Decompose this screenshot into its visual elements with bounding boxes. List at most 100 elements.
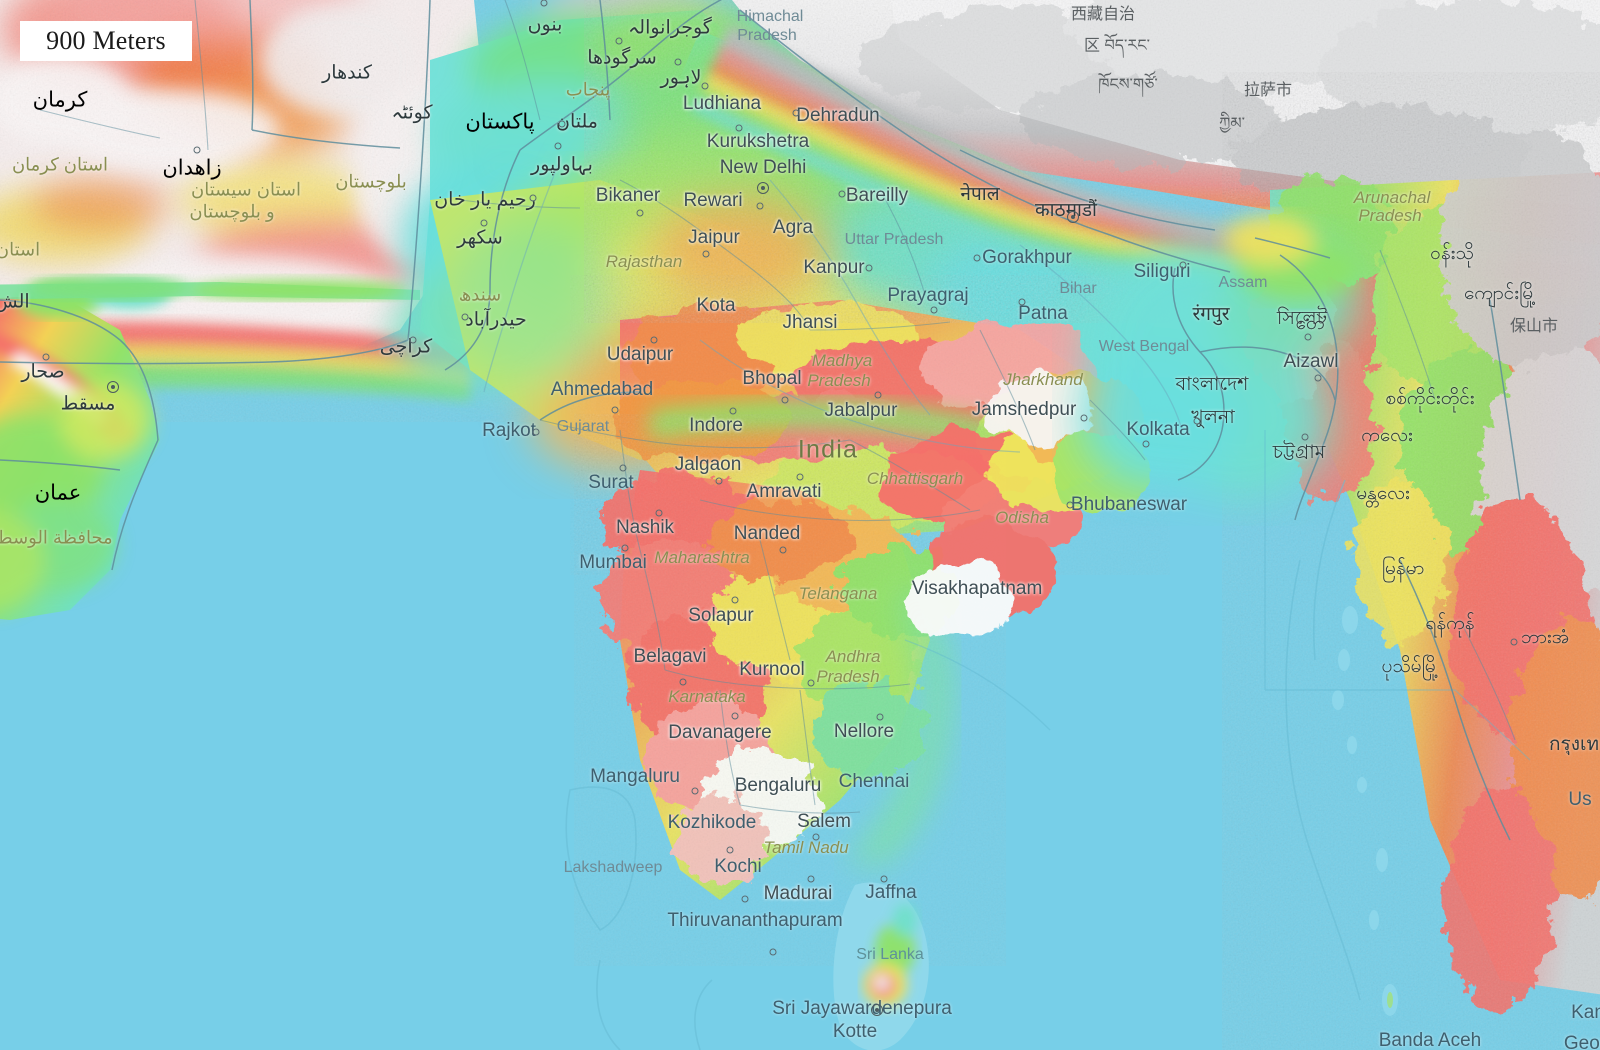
city-marker-label[interactable]: [615, 37, 623, 45]
city-marker-label[interactable]: [554, 142, 562, 150]
city-label-jhansi[interactable]: Jhansi: [782, 312, 838, 333]
city-label-label[interactable]: খুলনা: [1191, 407, 1235, 428]
city-label-label[interactable]: မန္တလေး: [1356, 483, 1410, 504]
city-label-thiruvananthapuram[interactable]: Thiruvananthapuram: [667, 910, 843, 931]
city-label-label[interactable]: صحار: [21, 361, 65, 383]
city-label-kanpur[interactable]: Kanpur: [803, 257, 865, 278]
city-label-label[interactable]: ملتان: [556, 111, 598, 133]
city-marker-jabalpur[interactable]: [874, 391, 882, 399]
city-marker-aizawl[interactable]: [1314, 374, 1322, 382]
city-label-jalgaon[interactable]: Jalgaon: [674, 454, 742, 475]
city-marker-davanagere[interactable]: [731, 712, 739, 720]
city-marker-prayagraj[interactable]: [930, 306, 938, 314]
city-marker-mumbai[interactable]: [621, 544, 629, 552]
city-label-kurukshetra[interactable]: Kurukshetra: [706, 131, 810, 152]
city-label-label[interactable]: حیدرآباد: [465, 309, 527, 331]
city-label-amravati[interactable]: Amravati: [746, 481, 822, 502]
city-marker-surat[interactable]: [619, 464, 627, 472]
city-label-label[interactable]: رحیم یار خان: [434, 189, 536, 211]
city-marker-jalgaon[interactable]: [715, 477, 723, 485]
city-marker-madurai[interactable]: [807, 875, 815, 883]
city-label-kotte[interactable]: Kotte: [832, 1021, 878, 1042]
country-label-label[interactable]: عمان: [34, 481, 82, 505]
city-label-label[interactable]: ရန်ကုန်: [1425, 613, 1475, 634]
city-marker-kolkata[interactable]: [1142, 440, 1150, 448]
state-label-west-bengal[interactable]: West Bengal: [1098, 338, 1190, 355]
city-label-madurai[interactable]: Madurai: [763, 883, 833, 904]
city-marker-mangaluru[interactable]: [691, 787, 699, 795]
city-label-label[interactable]: سکھر: [457, 227, 503, 249]
city-label-label[interactable]: کندھار: [322, 62, 372, 84]
state-label-label[interactable]: استان کرمان: [11, 154, 109, 175]
city-label-label[interactable]: گوجرانوالہ: [628, 17, 712, 39]
state-label-gujarat[interactable]: Gujarat: [556, 418, 610, 435]
city-label-patna[interactable]: Patna: [1018, 303, 1068, 324]
city-label-label[interactable]: ဝန်းသို: [1430, 243, 1474, 264]
city-label-sri-jayawardenepura[interactable]: Sri Jayawardenepura: [772, 998, 952, 1019]
city-label-surat[interactable]: Surat: [588, 472, 634, 493]
city-label-label[interactable]: ཀྱིམ་: [1219, 115, 1245, 133]
city-label-label[interactable]: لاہور: [660, 67, 702, 89]
city-label-label[interactable]: ဘားအံ: [1520, 627, 1570, 648]
city-marker-label[interactable]: [409, 336, 417, 344]
city-marker-nashik[interactable]: [655, 509, 663, 517]
city-label-label[interactable]: ကလေး: [1361, 425, 1413, 446]
city-label-kochi[interactable]: Kochi: [714, 856, 762, 877]
country-label-label[interactable]: ཁོངས་གཙོ་: [1098, 76, 1158, 94]
city-label-belagavi[interactable]: Belagavi: [633, 646, 707, 667]
city-label-label[interactable]: الش: [0, 291, 30, 313]
city-label-solapur[interactable]: Solapur: [688, 605, 754, 626]
city-label-label[interactable]: ပုသိမ်မြို့: [1381, 656, 1439, 677]
city-label-jabalpur[interactable]: Jabalpur: [824, 400, 898, 421]
city-label-label[interactable]: တေဲ: [1295, 313, 1325, 334]
city-label-nellore[interactable]: Nellore: [833, 721, 895, 742]
state-label-uttar-pradesh[interactable]: Uttar Pradesh: [844, 231, 944, 248]
city-label-kolkata[interactable]: Kolkata: [1126, 419, 1190, 440]
country-label-label[interactable]: پاکستان: [465, 110, 535, 134]
city-label-label[interactable]: کوئٹہ: [391, 102, 433, 124]
city-label-label[interactable]: بنوں: [527, 14, 563, 36]
city-marker-patna[interactable]: [1018, 298, 1026, 306]
city-marker-label[interactable]: [558, 120, 566, 128]
state-label-odisha[interactable]: Odisha: [995, 508, 1049, 527]
city-label-kozhikode[interactable]: Kozhikode: [667, 812, 757, 833]
city-label-new-delhi[interactable]: New Delhi: [719, 157, 807, 178]
city-label-davanagere[interactable]: Davanagere: [668, 722, 772, 743]
city-label-label[interactable]: กรุงเท: [1548, 734, 1600, 755]
city-label-agra[interactable]: Agra: [772, 217, 814, 238]
city-label-label[interactable]: کرمان: [32, 88, 88, 112]
city-marker-jaipur[interactable]: [702, 250, 710, 258]
city-marker-label[interactable]: [674, 58, 682, 66]
state-label-label[interactable]: محافظة الوسطى: [0, 527, 113, 548]
city-marker-label[interactable]: [1510, 638, 1518, 646]
state-label-label[interactable]: استان: [0, 239, 41, 260]
city-label-geor[interactable]: Geor: [1563, 1033, 1600, 1050]
city-marker-rajkot[interactable]: [532, 428, 540, 436]
country-label-label[interactable]: 区 བོད་རང་: [1084, 37, 1150, 55]
state-label-telangana[interactable]: Telangana: [798, 584, 878, 603]
city-label-salem[interactable]: Salem: [797, 811, 851, 832]
city-label-label[interactable]: مسقط: [60, 393, 116, 415]
state-label-label[interactable]: و بلوچستان: [189, 201, 275, 222]
city-marker-label[interactable]: [540, 0, 548, 7]
city-label-aizawl[interactable]: Aizawl: [1283, 351, 1339, 372]
city-label-us[interactable]: Us: [1568, 789, 1592, 810]
city-marker-label[interactable]: [42, 353, 50, 361]
city-label-label[interactable]: بہاولپور: [531, 154, 593, 176]
state-label-maharashtra[interactable]: Maharashtra: [654, 548, 750, 567]
city-marker-nanded[interactable]: [779, 546, 787, 554]
state-label-assam[interactable]: Assam: [1218, 274, 1268, 291]
state-label-madhya[interactable]: Madhya: [811, 351, 873, 370]
state-label-pradesh[interactable]: Pradesh: [1358, 206, 1422, 225]
city-label-jaipur[interactable]: Jaipur: [688, 227, 740, 248]
state-label-label[interactable]: بلوچستان: [335, 171, 407, 192]
city-label-bikaner[interactable]: Bikaner: [595, 185, 661, 206]
city-label-label[interactable]: စစ်ကိုင်းတိုင်း: [1385, 388, 1475, 409]
country-label-india[interactable]: India: [797, 435, 859, 464]
country-label-label[interactable]: မြန်မာ: [1381, 558, 1425, 579]
city-label-visakhapatnam[interactable]: Visakhapatnam: [911, 578, 1043, 599]
state-label-pradesh[interactable]: Pradesh: [737, 27, 797, 44]
city-marker-udaipur[interactable]: [650, 336, 658, 344]
state-label-karnataka[interactable]: Karnataka: [668, 687, 746, 706]
